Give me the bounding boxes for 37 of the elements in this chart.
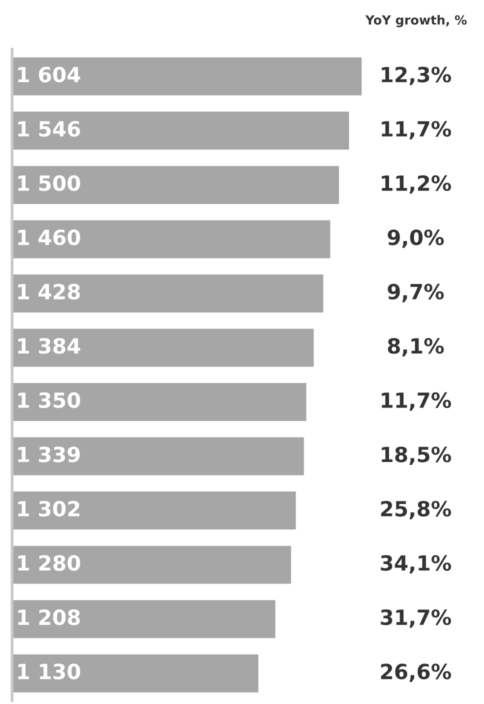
text: 8,1% [388, 338, 444, 356]
text: 34,1% [380, 555, 452, 574]
data-label: 1 428 [18, 284, 80, 300]
text: 26,6% [381, 664, 452, 682]
data-label: 1 302 [18, 500, 80, 517]
bar [12, 383, 306, 422]
bar [12, 546, 292, 584]
text: 9,0% [388, 230, 444, 248]
text: YoY growth, % [365, 15, 467, 28]
data-label: 1 208 [18, 609, 80, 626]
data-label: 1 350 [18, 392, 80, 408]
bar [12, 654, 258, 692]
text: 25,8% [381, 500, 452, 520]
data-label: 1 604 [18, 66, 80, 82]
bar [12, 492, 296, 530]
data-label: 1 130 [18, 664, 80, 680]
bar [12, 166, 339, 204]
data-label: 1 384 [18, 338, 80, 354]
data-label: 1 339 [18, 446, 80, 462]
bar [12, 112, 350, 150]
bar [12, 220, 330, 258]
text: 9,7% [388, 284, 444, 302]
text: 11,2% [382, 175, 452, 194]
data-label: 1 500 [18, 175, 80, 191]
bar [12, 437, 304, 476]
data-label: 1 280 [18, 555, 80, 571]
bar [12, 328, 314, 367]
data-label: 1 546 [18, 120, 80, 137]
bar [12, 600, 276, 638]
text: 31,7% [380, 609, 452, 628]
text: 11,7% [382, 392, 452, 411]
text: 11,7% [382, 120, 452, 140]
bar [12, 274, 324, 312]
data-label: 1 460 [18, 230, 80, 246]
text: 12,3% [382, 66, 452, 86]
bar [12, 57, 362, 96]
text: 18,5% [382, 446, 452, 465]
